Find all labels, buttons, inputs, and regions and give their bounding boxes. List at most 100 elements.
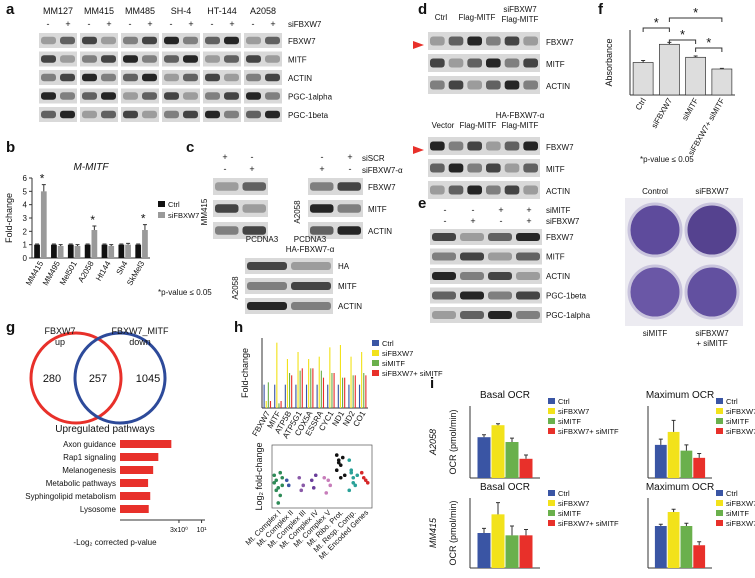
blot-band — [101, 36, 116, 45]
blot-band — [60, 92, 75, 100]
point — [359, 470, 364, 475]
blot-band — [504, 185, 520, 195]
legend-swatch — [548, 520, 555, 526]
blot-band — [246, 36, 261, 45]
blot-band — [101, 92, 116, 100]
venn-circle — [29, 331, 123, 425]
blot-band — [215, 204, 239, 213]
blot-band — [488, 252, 512, 261]
sign: + — [319, 164, 324, 174]
point — [328, 483, 333, 488]
bar — [354, 375, 356, 408]
point — [336, 458, 341, 462]
bar — [505, 442, 519, 478]
blot-band — [448, 36, 464, 46]
blot-band — [467, 185, 482, 195]
row-label: PGC-1alpha — [288, 93, 333, 102]
well — [627, 264, 683, 320]
panel-letter: f — [598, 1, 604, 18]
treatment: siMITF — [546, 206, 571, 215]
legend-swatch — [548, 408, 555, 414]
point — [299, 488, 304, 493]
point — [276, 486, 281, 490]
blot-band — [432, 291, 456, 300]
bar — [267, 382, 269, 408]
blot-band — [523, 80, 538, 90]
sign: - — [444, 216, 447, 226]
blot-band — [467, 80, 482, 90]
blot-band — [448, 58, 464, 68]
point — [272, 473, 277, 478]
error-bar — [496, 502, 500, 515]
plate-label: siFBXW7 — [695, 187, 729, 196]
y-tick-label: Lysosome — [80, 505, 117, 514]
legend-label: Ctrl — [558, 489, 570, 498]
y-tick-label: 0 — [23, 254, 28, 263]
significance: * — [90, 213, 95, 227]
sign: - — [88, 19, 91, 29]
row-label: FBXW7 — [546, 38, 574, 47]
blot-band — [448, 141, 464, 151]
bar — [276, 342, 278, 408]
point — [309, 478, 314, 483]
blot-band — [467, 163, 482, 173]
well — [684, 202, 740, 258]
chart-title: Maximum OCR — [646, 482, 714, 493]
legend-label: siFBXW7+ siMITF — [558, 427, 619, 436]
y-axis-label: OCR (pmol/min) — [448, 409, 458, 474]
cell-line: SH-4 — [171, 6, 192, 16]
lane-label: Ctrl — [435, 13, 448, 22]
legend-label: siFBXW7 — [726, 407, 755, 416]
blot-band — [516, 252, 540, 261]
blot-band — [82, 92, 97, 100]
sign: - — [472, 205, 475, 215]
bar — [291, 375, 293, 408]
arrow — [413, 41, 424, 49]
blot-band — [265, 36, 280, 45]
blot-band — [486, 58, 501, 68]
bar — [40, 191, 47, 258]
error-bar — [671, 419, 676, 432]
blot-band — [460, 233, 484, 241]
error-bar — [684, 444, 689, 451]
legend-label: siFBXW7 — [382, 349, 413, 358]
y-tick-label: Syphingolipid metabolism — [25, 492, 116, 501]
blot-band — [82, 110, 97, 119]
blot-band — [486, 185, 501, 195]
point — [322, 475, 327, 480]
error-bar — [719, 67, 724, 69]
bar — [74, 246, 81, 258]
row-label: MITF — [288, 56, 307, 65]
panel-letter: b — [6, 139, 15, 156]
blot-band — [430, 80, 445, 90]
lane-label: PCDNA3 — [246, 235, 279, 244]
blot-band — [246, 92, 261, 100]
blot-band — [41, 92, 56, 100]
blot-background — [430, 248, 542, 265]
error-bar — [524, 529, 528, 536]
bar — [120, 453, 159, 461]
cell-line: A2058 — [231, 276, 240, 300]
blot-band — [41, 36, 56, 45]
arrow — [413, 146, 424, 154]
bar — [685, 56, 706, 96]
blot-band — [224, 73, 239, 82]
blot-band — [504, 141, 520, 151]
blot-band — [242, 204, 266, 213]
blot-band — [516, 311, 540, 319]
blot-band — [205, 92, 220, 100]
error-bar — [510, 525, 514, 536]
blot-band — [142, 110, 157, 119]
row-label: MITF — [368, 205, 387, 214]
blot-band — [467, 36, 482, 46]
point — [347, 488, 352, 493]
point — [349, 468, 354, 473]
treatment: siFBXW7-α — [362, 166, 403, 175]
bar — [322, 377, 325, 408]
bar — [299, 370, 301, 408]
legend-label: Ctrl — [382, 339, 394, 348]
blot-band — [142, 55, 157, 63]
blot-band — [247, 262, 287, 270]
blot-band — [504, 58, 520, 68]
blot-band — [432, 252, 456, 261]
